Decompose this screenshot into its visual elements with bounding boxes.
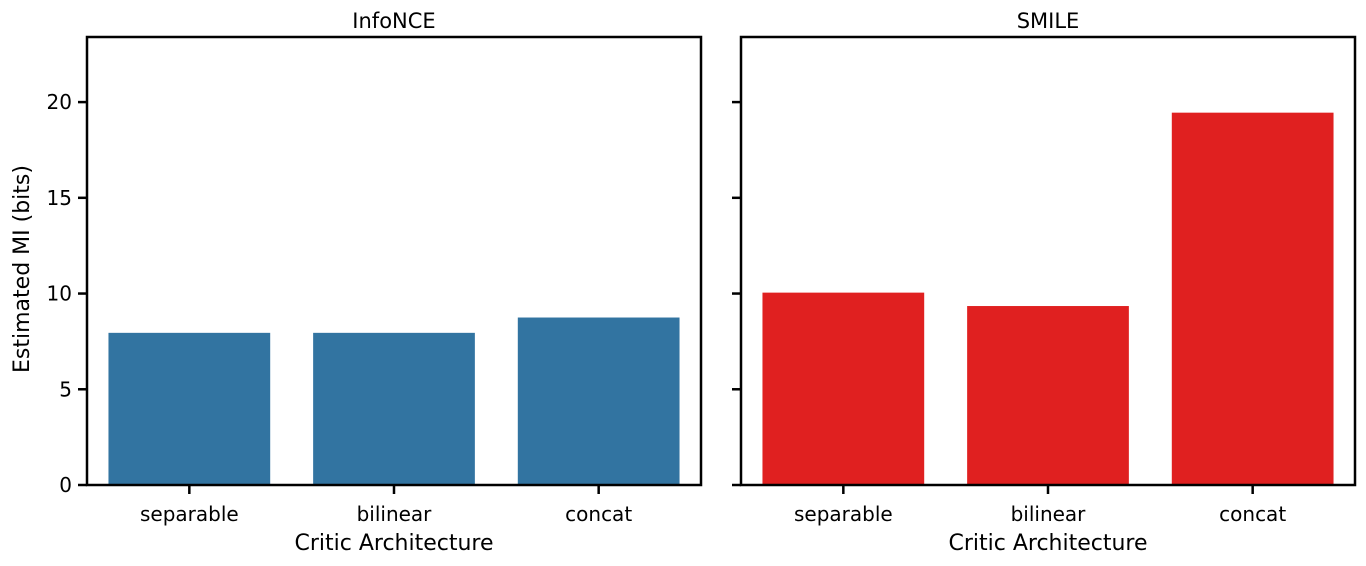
panel-infonce: 0 5 10 15 20 separable bilinear concat InfoNCE…: [10, 9, 703, 556]
panel-title-smile: SMILE: [1017, 9, 1080, 33]
bar-bilinear: [965, 304, 1131, 486]
y-tick-label: 20: [47, 90, 72, 114]
bars-smile: [760, 110, 1336, 487]
bar-bilinear: [311, 330, 477, 487]
x-axis-ticks-smile: separable bilinear concat: [794, 485, 1286, 526]
bar-concat: [515, 315, 682, 486]
y-tick-label: 0: [59, 473, 72, 497]
x-axis-label-infonce: Critic Architecture: [294, 531, 493, 556]
x-axis-ticks-infonce: separable bilinear concat: [140, 485, 632, 526]
x-tick-label-bilinear: bilinear: [357, 502, 433, 526]
x-tick-label-separable: separable: [794, 502, 893, 526]
bar-separable: [106, 330, 273, 487]
y-axis-label-infonce: Estimated MI (bits): [10, 165, 35, 373]
x-tick-label-separable: separable: [140, 502, 239, 526]
panel-smile: separable bilinear concat SMILE Critic Arc…: [732, 9, 1357, 556]
y-axis-ticks-infonce: 0 5 10 15 20: [47, 90, 87, 497]
x-tick-label-bilinear: bilinear: [1011, 502, 1087, 526]
y-tick-label: 10: [47, 282, 72, 306]
x-axis-label-smile: Critic Architecture: [948, 531, 1147, 556]
bar-concat: [1169, 110, 1336, 487]
y-tick-label: 15: [47, 186, 72, 210]
panel-title-infonce: InfoNCE: [352, 9, 435, 33]
x-tick-label-concat: concat: [565, 502, 632, 526]
y-axis-ticks-smile: [732, 100, 741, 487]
bars-infonce: [106, 315, 682, 487]
bar-separable: [760, 290, 927, 486]
y-tick-label: 5: [59, 377, 72, 401]
x-tick-label-concat: concat: [1219, 502, 1286, 526]
